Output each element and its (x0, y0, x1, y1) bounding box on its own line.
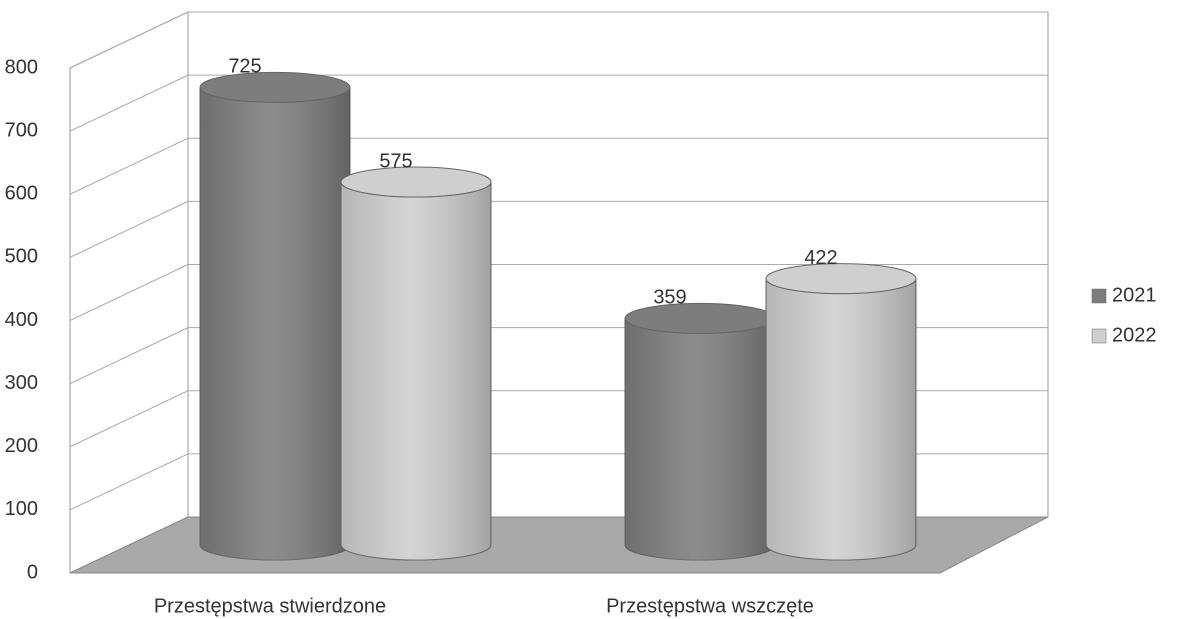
y-tick-label: 100 (5, 498, 38, 520)
legend-label: 2022 (1112, 324, 1157, 346)
x-tick-label: Przestępstwa stwierdzone (154, 595, 386, 617)
cylinder-shade (766, 278, 916, 560)
data-label: 359 (653, 287, 686, 309)
y-tick-label: 400 (5, 309, 38, 331)
y-tick-label: 800 (5, 56, 38, 78)
cylinder-shade (341, 182, 491, 560)
grid-line (69, 390, 189, 448)
legend-swatch (1091, 288, 1107, 304)
grid-line (69, 327, 189, 385)
y-tick-label: 700 (5, 119, 38, 141)
y-tick-label: 0 (27, 561, 38, 583)
cylinder-shade (625, 318, 776, 560)
cylinder-top (199, 71, 351, 103)
data-label: 422 (804, 247, 837, 269)
grid-line (69, 264, 189, 321)
grid-line (69, 200, 189, 258)
grid-line (69, 453, 189, 511)
legend-swatch (1091, 328, 1107, 344)
y-tick-label: 500 (5, 246, 38, 268)
data-label: 725 (228, 56, 261, 78)
x-tick-label: Przestępstwa wszczęte (606, 595, 814, 617)
grid-line (69, 74, 189, 132)
grid-line (69, 11, 189, 69)
cylinder-top (765, 263, 917, 295)
cylinder-top (340, 166, 492, 198)
y-tick-label: 300 (5, 372, 38, 394)
data-label: 575 (379, 150, 412, 172)
grid-line (69, 137, 189, 195)
cylinder-top (624, 302, 776, 334)
y-tick-label: 600 (5, 183, 38, 205)
legend-label: 2021 (1112, 284, 1157, 306)
cylinder-shade (200, 87, 350, 560)
y-tick-label: 200 (5, 435, 38, 457)
